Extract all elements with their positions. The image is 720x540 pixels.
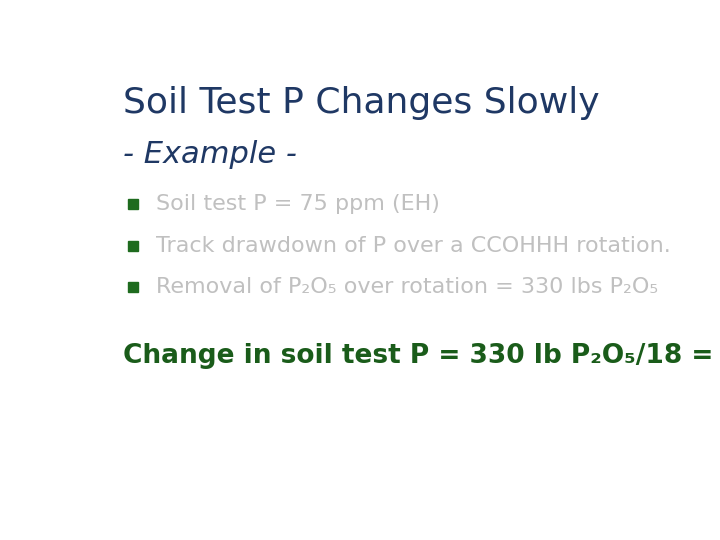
Bar: [128, 241, 138, 251]
Text: Soil Test P Changes Slowly: Soil Test P Changes Slowly: [124, 85, 600, 119]
Text: Change in soil test P = 330 lb P₂O₅/18 = 18 ppm P: Change in soil test P = 330 lb P₂O₅/18 =…: [124, 343, 720, 369]
Bar: [128, 199, 138, 209]
Text: - Example -: - Example -: [124, 140, 297, 168]
Text: Track drawdown of P over a CCOHHH rotation.: Track drawdown of P over a CCOHHH rotati…: [156, 235, 670, 255]
Bar: [128, 282, 138, 292]
Text: Removal of P₂O₅ over rotation = 330 lbs P₂O₅: Removal of P₂O₅ over rotation = 330 lbs …: [156, 277, 658, 297]
Text: Soil test P = 75 ppm (EH): Soil test P = 75 ppm (EH): [156, 194, 440, 214]
